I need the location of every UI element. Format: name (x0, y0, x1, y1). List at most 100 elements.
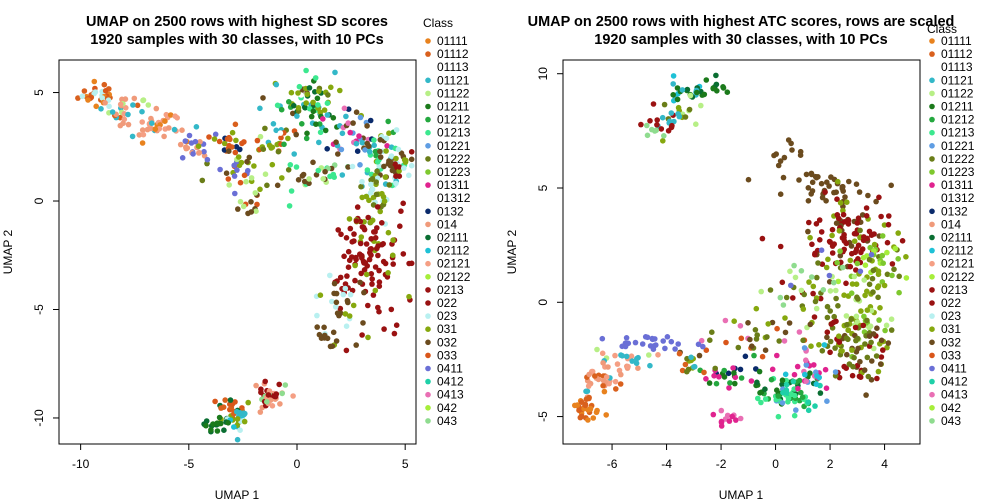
legend-swatch (425, 300, 431, 306)
legend-swatch (425, 90, 431, 97)
scatter-point (661, 133, 667, 139)
scatter-point (808, 171, 815, 178)
scatter-point (718, 407, 725, 414)
legend-swatch (929, 313, 935, 319)
scatter-point (833, 295, 839, 302)
scatter-point (383, 148, 389, 154)
scatter-point (328, 84, 334, 91)
scatter-point (668, 110, 675, 116)
scatter-point (324, 100, 331, 106)
scatter-point (295, 105, 302, 111)
scatter-point (346, 313, 353, 319)
scatter-point (254, 137, 261, 144)
scatter-point (288, 89, 295, 96)
scatter-point (848, 316, 854, 323)
legend-label: 01312 (437, 191, 471, 205)
scatter-point (822, 189, 828, 195)
scatter-point (633, 360, 640, 367)
scatter-point (775, 413, 782, 420)
scatter-point (345, 120, 352, 126)
scatter-point (257, 133, 264, 140)
scatter-point (798, 268, 805, 274)
scatter-point (725, 370, 732, 377)
legend-label: 0132 (437, 204, 464, 218)
scatter-point (855, 345, 861, 352)
scatter-point (352, 262, 358, 269)
scatter-point (824, 303, 831, 310)
scatter-point (400, 200, 407, 207)
legend-label: 01221 (941, 139, 975, 153)
scatter-point (782, 315, 788, 321)
left-y-axis-label: UMAP 2 (1, 229, 15, 274)
scatter-point (312, 75, 319, 81)
scatter-point (756, 368, 763, 375)
scatter-point (329, 298, 335, 305)
scatter-point (877, 305, 883, 311)
scatter-point (315, 167, 322, 174)
scatter-point (351, 231, 357, 237)
scatter-point (327, 173, 333, 180)
scatter-point (223, 170, 230, 176)
scatter-point (316, 331, 323, 338)
scatter-point (824, 329, 831, 336)
legend-label: 033 (437, 348, 457, 362)
scatter-point (829, 250, 836, 256)
scatter-point (374, 168, 380, 174)
scatter-point (134, 102, 141, 109)
scatter-point (337, 274, 344, 281)
scatter-point (380, 258, 387, 265)
scatter-point (851, 238, 858, 244)
scatter-point (587, 405, 594, 412)
right-y-tick-label: -5 (536, 411, 550, 422)
legend-label: 0412 (437, 375, 464, 389)
scatter-point (853, 281, 860, 288)
scatter-point (582, 402, 589, 409)
left-chart-title: UMAP on 2500 rows with highest SD scores (86, 14, 388, 30)
scatter-point (239, 140, 245, 147)
legend-swatch (425, 195, 431, 201)
scatter-point (655, 352, 661, 358)
legend-swatch (425, 326, 431, 333)
scatter-point (710, 411, 717, 418)
scatter-point (786, 320, 793, 326)
scatter-point (333, 139, 339, 145)
scatter-point (670, 73, 677, 79)
scatter-point (895, 255, 901, 262)
scatter-point (628, 353, 635, 360)
scatter-point (754, 379, 760, 386)
scatter-point (329, 343, 336, 350)
scatter-point (865, 373, 872, 380)
scatter-point (265, 392, 272, 398)
scatter-point (334, 310, 341, 317)
scatter-point (221, 140, 228, 147)
scatter-point (376, 267, 382, 274)
scatter-point (375, 252, 381, 259)
scatter-point (870, 267, 877, 274)
scatter-point (813, 381, 820, 388)
scatter-point (817, 295, 824, 302)
scatter-point (148, 115, 154, 122)
scatter-point (366, 256, 373, 263)
scatter-point (691, 364, 697, 370)
scatter-point (649, 335, 655, 342)
scatter-point (791, 371, 798, 378)
scatter-point (353, 109, 360, 115)
scatter-point (832, 345, 838, 351)
scatter-point (843, 335, 850, 341)
scatter-point (291, 102, 297, 109)
scatter-point (152, 126, 159, 132)
scatter-point (831, 279, 837, 286)
scatter-point (823, 264, 830, 271)
scatter-point (807, 321, 814, 328)
scatter-point (300, 171, 307, 178)
scatter-point (687, 92, 694, 99)
scatter-point (359, 178, 365, 185)
scatter-point (748, 378, 755, 384)
legend-swatch (929, 77, 935, 84)
scatter-point (339, 130, 346, 137)
scatter-point (647, 362, 653, 369)
scatter-point (301, 178, 308, 185)
scatter-point (605, 364, 611, 370)
scatter-point (317, 129, 324, 136)
scatter-point (669, 122, 675, 129)
